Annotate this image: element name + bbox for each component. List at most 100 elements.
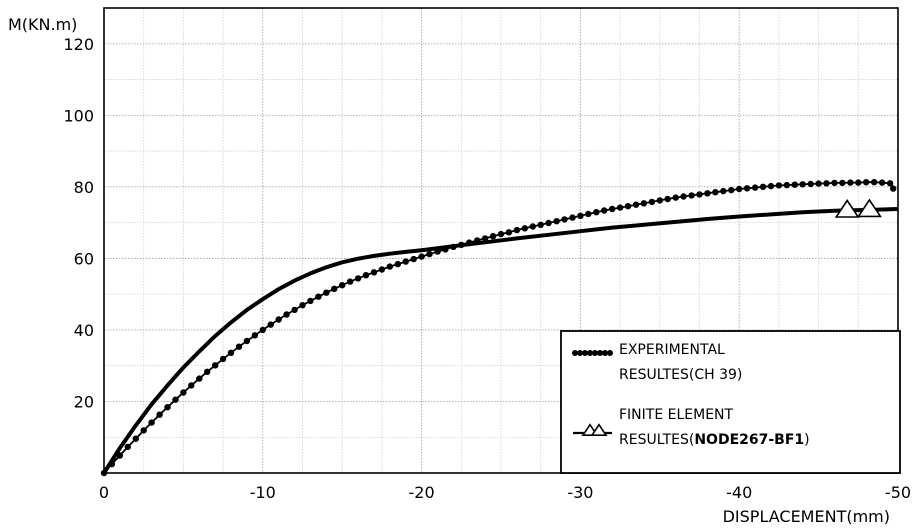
series-point-experimental: [871, 179, 878, 186]
series-point-experimental: [331, 285, 338, 292]
series-point-experimental: [759, 183, 767, 190]
series-point-experimental: [553, 218, 560, 225]
series-point-experimental: [878, 179, 886, 186]
series-point-experimental: [807, 180, 814, 188]
series-point-experimental: [743, 185, 751, 192]
series-point-experimental: [378, 266, 386, 273]
legend-label-experimental-line1: EXPERIMENTAL: [619, 342, 725, 358]
series-point-experimental: [585, 210, 592, 218]
series-point-experimental: [156, 411, 163, 418]
y-tick-label: 80: [74, 178, 94, 197]
series-line-finite-element: [102, 207, 899, 475]
series-point-experimental: [307, 297, 314, 305]
series-point-experimental: [696, 191, 703, 198]
series-point-experimental: [799, 181, 806, 188]
series-point-experimental: [204, 368, 211, 375]
series-point-experimental: [339, 282, 346, 289]
series-point-experimental: [267, 321, 274, 328]
series-point-experimental: [847, 179, 854, 186]
series-point-experimental: [751, 184, 759, 191]
series-point-experimental: [426, 250, 433, 258]
series-point-experimental: [736, 185, 743, 193]
x-tick-label: 0: [99, 483, 109, 502]
series-point-experimental: [418, 253, 425, 260]
series-point-experimental: [624, 203, 632, 210]
series-point-experimental: [831, 179, 838, 187]
series-point-experimental: [712, 189, 719, 196]
x-tick-label: -30: [567, 483, 593, 502]
series-point-experimental: [188, 382, 195, 389]
y-axis-title: M(KN.m): [8, 15, 77, 34]
legend-box: [560, 330, 901, 474]
series-point-experimental: [410, 255, 417, 263]
series-point-experimental: [505, 229, 513, 236]
series-point-experimental: [299, 302, 306, 309]
series-point-experimental: [108, 460, 116, 468]
plot-area-frame: [103, 7, 899, 474]
legend-dot-experimental: [582, 350, 588, 356]
series-point-experimental: [474, 237, 481, 244]
series-marker-finite-element: [856, 198, 882, 218]
series-point-experimental: [132, 435, 139, 442]
x-axis-title: DISPLACEMENT(mm): [723, 507, 890, 526]
series-point-experimental: [466, 239, 473, 246]
series-point-experimental: [640, 200, 648, 207]
series-point-experimental: [219, 355, 227, 363]
series-point-experimental: [886, 180, 894, 187]
series-point-experimental: [680, 193, 687, 200]
series-point-experimental: [450, 243, 457, 251]
series-marker-finite-element: [834, 199, 860, 218]
series-point-experimental: [656, 197, 663, 204]
series-point-experimental: [688, 192, 695, 199]
y-tick-label: 20: [74, 392, 94, 411]
series-point-experimental: [315, 293, 322, 300]
x-tick-label: -10: [250, 483, 276, 502]
series-point-experimental: [481, 235, 489, 242]
series-point-experimental: [529, 223, 536, 230]
series-point-experimental: [648, 198, 656, 206]
series-point-experimental: [839, 179, 846, 187]
series-point-experimental: [616, 204, 624, 211]
series-point-experimental: [890, 185, 897, 192]
series-point-experimental: [212, 362, 219, 369]
legend-dot-experimental: [577, 350, 583, 356]
legend-dot-experimental: [592, 350, 598, 356]
x-tick-label: -50: [885, 483, 911, 502]
series-point-experimental: [283, 311, 290, 318]
series-point-experimental: [632, 201, 640, 208]
y-axis-ticks: 20 40 60 80 100 120: [63, 35, 94, 412]
x-tick-label: -20: [409, 483, 435, 502]
series-point-experimental: [180, 389, 187, 396]
series-point-experimental: [323, 289, 330, 296]
series-point-experimental: [569, 214, 576, 221]
series-point-experimental: [593, 209, 600, 216]
series-point-experimental: [537, 221, 544, 228]
series-point-experimental: [434, 248, 441, 255]
y-tick-label: 100: [63, 106, 94, 125]
legend-label-finite-element-line1: FINITE ELEMENT: [619, 407, 734, 423]
legend-marker-finite-element: [573, 423, 612, 437]
legend-dot-experimental: [602, 350, 608, 356]
series-point-experimental: [561, 216, 568, 223]
series-point-experimental: [251, 332, 259, 339]
series-point-experimental: [386, 263, 393, 270]
y-tick-label: 60: [74, 249, 94, 268]
series-point-experimental: [346, 278, 354, 285]
series-point-experimental: [148, 419, 155, 426]
series-point-experimental: [545, 219, 552, 227]
series-point-experimental: [124, 443, 131, 451]
series-point-experimental: [855, 179, 862, 186]
series-point-experimental: [521, 225, 528, 232]
series-layer: [100, 179, 899, 477]
legend-label-finite-element-line2: RESULTES(NODE267-BF1): [619, 432, 810, 448]
series-point-experimental: [116, 452, 124, 459]
legend-dot-experimental: [572, 350, 578, 356]
series-point-experimental: [791, 181, 798, 188]
legend: EXPERIMENTAL RESULTES(CH 39) FINITE ELEM…: [560, 330, 901, 474]
series-point-experimental: [140, 427, 147, 434]
legend-label-experimental-line2: RESULTES(CH 39): [619, 367, 742, 383]
series-point-experimental: [227, 349, 235, 356]
series-point-experimental: [664, 195, 671, 203]
series-point-experimental: [601, 207, 608, 214]
